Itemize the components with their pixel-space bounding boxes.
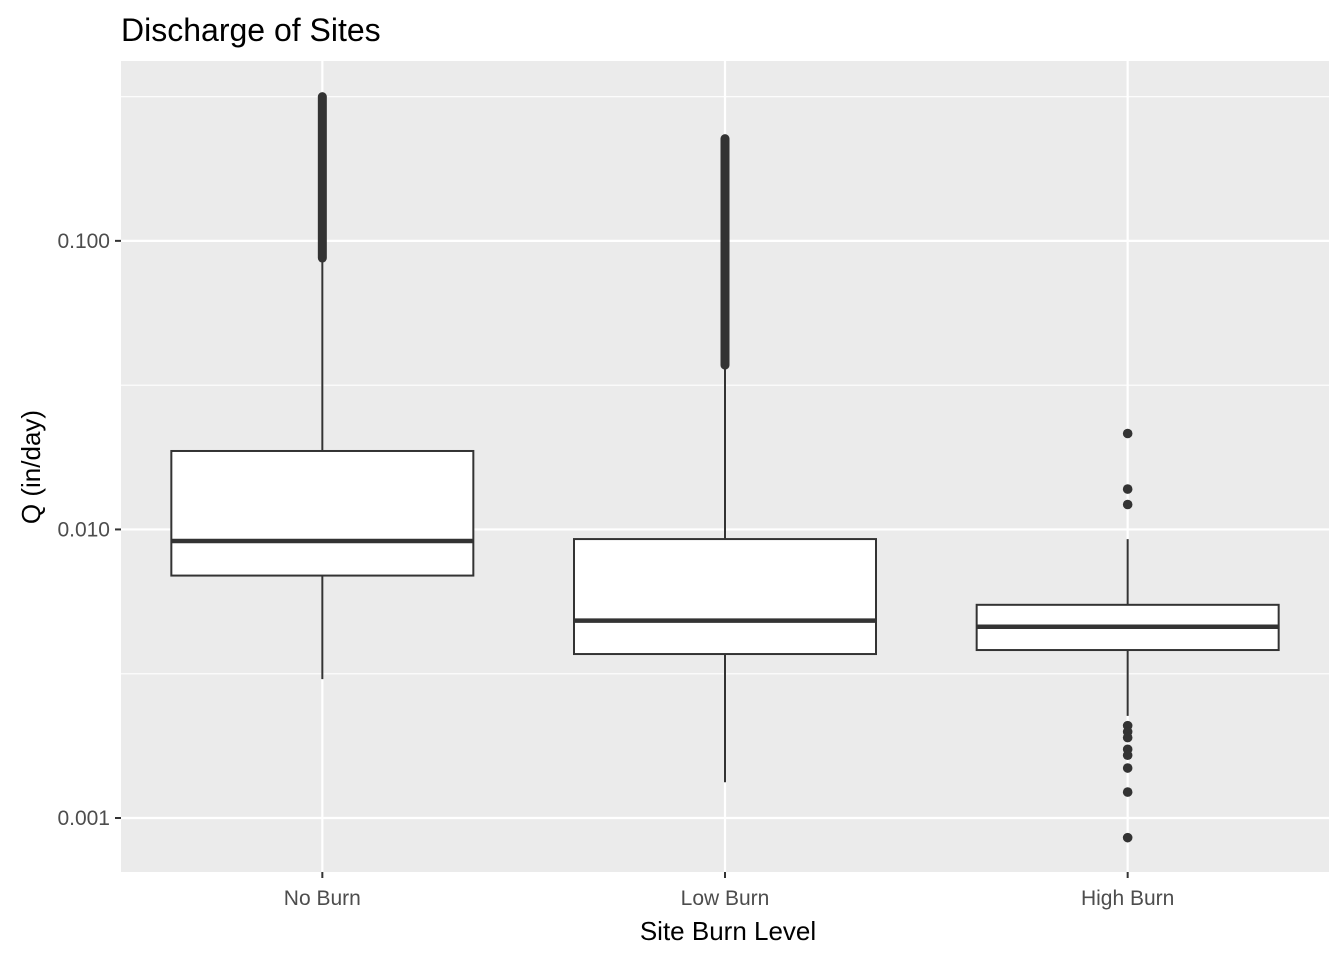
y-axis: 0.001 0.010 0.100 [57,230,121,830]
outlier-point [1122,832,1133,843]
outlier-point [1122,484,1133,494]
outlier-point [1122,732,1133,743]
box-series [170,92,1280,843]
y-tick-label: 0.001 [57,807,110,830]
outlier-point [1122,428,1133,439]
x-tick-label: No Burn [284,887,361,910]
outlier-point [1122,499,1133,510]
x-tick-label: Low Burn [681,887,770,910]
box-group [573,134,877,783]
outlier-point [1122,787,1133,797]
chart-title: Discharge of Sites [121,12,381,48]
y-axis-title: Q (in/day) [16,410,46,524]
box-iqr [170,449,475,577]
box-group [170,92,475,680]
box-group [975,428,1280,843]
y-tick-label: 0.100 [57,230,110,253]
x-tick-label: High Burn [1081,887,1174,910]
x-axis: No Burn Low Burn High Burn [284,872,1174,910]
y-tick-label: 0.010 [57,518,110,541]
box-iqr [573,538,877,656]
x-axis-title: Site Burn Level [640,916,816,946]
outlier-point [1122,750,1133,761]
outlier-point [1122,763,1133,773]
